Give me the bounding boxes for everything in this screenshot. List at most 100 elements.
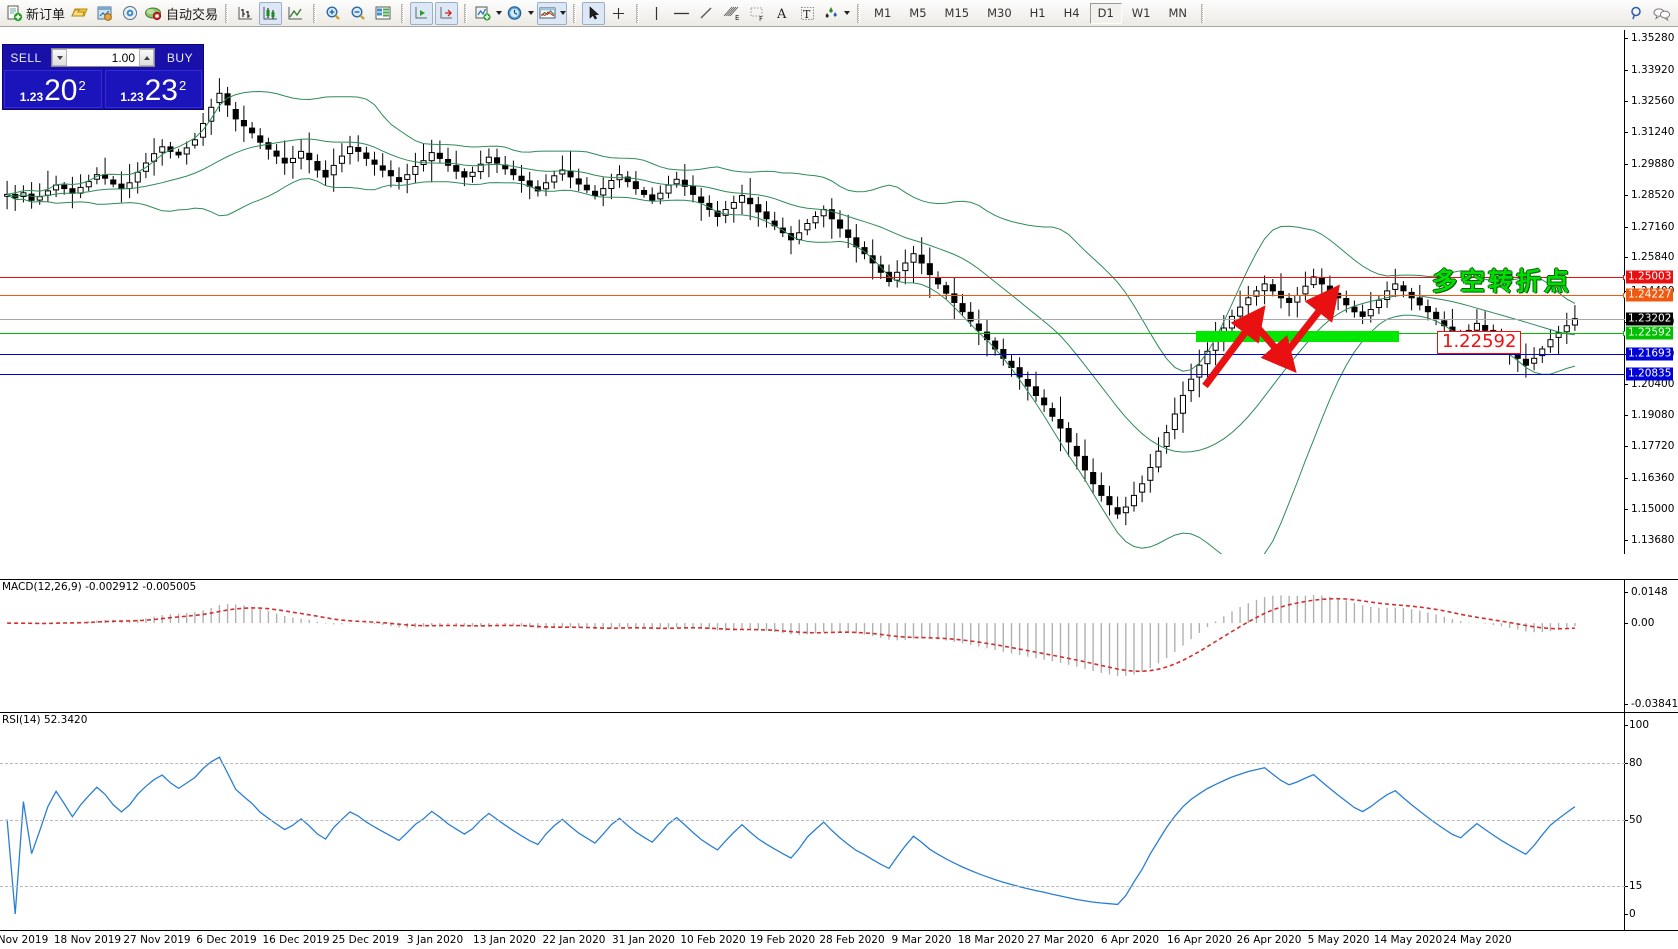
volume-decrement-button[interactable] — [52, 49, 67, 66]
trade-panel-top-row: SELL 1.00 BUY — [3, 45, 203, 70]
volume-value[interactable]: 1.00 — [67, 49, 139, 66]
price-tick: 1.33920 — [1625, 64, 1674, 76]
auto-scroll-button[interactable] — [410, 1, 434, 25]
autotrading-label: 自动交易 — [166, 7, 219, 23]
macd-axis[interactable]: 0.0148 0.00 -0.038415 — [1625, 580, 1678, 712]
price-axis[interactable]: 1.35280 1.33920 1.32560 1.31240 1.29880 1.285… — [1625, 30, 1678, 554]
price-pane: 1.35280 1.33920 1.32560 1.31240 1.29880 1.285… — [0, 30, 1678, 554]
timeframe-m30[interactable]: M30 — [987, 6, 1012, 20]
price-level-line[interactable] — [0, 353, 1625, 355]
price-tick: 1.35280 — [1625, 32, 1674, 44]
macd-tick: 0.0148 — [1625, 586, 1668, 598]
rsi-tick: 80 — [1625, 757, 1642, 769]
new-order-button[interactable]: 新订单 — [5, 2, 66, 25]
volume-stepper[interactable]: 1.00 — [51, 48, 155, 67]
tile-windows-button[interactable] — [372, 2, 395, 25]
timeframe-w1[interactable]: W1 — [1131, 6, 1151, 20]
autotrading-button[interactable]: 自动交易 — [143, 2, 219, 25]
text-label-button[interactable]: T — [796, 2, 819, 25]
search-button[interactable] — [1625, 2, 1648, 25]
rsi-tick: 100 — [1625, 719, 1649, 731]
templates-button[interactable] — [537, 1, 568, 25]
price-tick: 1.29880 — [1625, 158, 1674, 170]
price-level-tag: 1.25003 — [1626, 270, 1674, 284]
text-button[interactable]: A — [771, 2, 794, 25]
rsi-plot-area[interactable] — [0, 713, 1625, 930]
timeframe-h1[interactable]: H1 — [1029, 6, 1046, 20]
chart-shift-icon — [440, 6, 453, 18]
trendline-icon — [700, 7, 712, 18]
price-tick: 1.13680 — [1625, 534, 1674, 546]
chevron-down-icon[interactable] — [844, 11, 851, 15]
volume-increment-button[interactable] — [139, 49, 154, 66]
candlestick-chart-button[interactable] — [259, 1, 283, 25]
rsi-tick: 0 — [1625, 908, 1636, 920]
navigator-button[interactable] — [118, 2, 141, 25]
price-tick: 1.19080 — [1625, 409, 1674, 421]
macd-plot-area[interactable] — [0, 580, 1625, 712]
toolbar-separator — [1200, 3, 1204, 23]
data-window-button[interactable] — [93, 2, 116, 25]
trendline-button[interactable] — [695, 2, 718, 25]
channel-button[interactable]: F — [746, 2, 769, 25]
timeframe-h4[interactable]: H4 — [1063, 6, 1080, 20]
rsi-tick: 15 — [1625, 880, 1642, 892]
time-tick: 28 Feb 2020 — [819, 934, 885, 946]
chevron-down-icon[interactable] — [496, 11, 503, 15]
price-plot-area[interactable] — [0, 30, 1625, 554]
price-level-tag: 1.20835 — [1626, 367, 1674, 381]
periods-button[interactable] — [505, 2, 535, 25]
price-tick: 1.17720 — [1625, 440, 1674, 452]
buy-label: BUY — [166, 50, 194, 65]
zoom-in-button[interactable] — [322, 2, 345, 25]
sell-button[interactable]: 1.23 20 2 — [4, 70, 102, 108]
sell-price-main: 20 — [44, 74, 78, 107]
time-tick: 3 Jan 2020 — [406, 934, 464, 946]
price-tick: 1.16360 — [1625, 472, 1674, 484]
search-icon — [1631, 6, 1641, 19]
rsi-level-line — [0, 885, 1625, 887]
expert-advisors-button[interactable] — [68, 2, 91, 25]
timeframe-d1[interactable]: D1 — [1089, 2, 1122, 24]
zoom-in-icon — [326, 5, 340, 20]
price-level-line[interactable] — [0, 318, 1625, 320]
buy-button[interactable]: 1.23 23 2 — [104, 70, 202, 108]
timeframe-m1[interactable]: M1 — [874, 6, 892, 20]
cursor-button[interactable] — [582, 1, 606, 25]
chevron-down-icon[interactable] — [560, 11, 567, 15]
macd-pane: MACD(12,26,9) -0.002912 -0.005005 0.0148… — [0, 579, 1678, 712]
zoom-out-button[interactable] — [347, 2, 370, 25]
chevron-down-icon[interactable] — [528, 11, 535, 15]
chart-shift-button[interactable] — [435, 1, 459, 25]
timeframe-m15[interactable]: M15 — [944, 6, 970, 20]
indicators-button[interactable] — [473, 2, 503, 25]
fibonacci-button[interactable]: E — [720, 2, 744, 25]
timeframe-m5[interactable]: M5 — [909, 6, 927, 20]
clock-icon — [507, 5, 522, 20]
buy-price-main: 23 — [144, 74, 178, 107]
line-handle[interactable] — [1623, 330, 1625, 336]
rsi-axis[interactable]: 100 80 50 15 0 — [1625, 713, 1678, 930]
macd-indicator-label: MACD(12,26,9) -0.002912 -0.005005 — [2, 581, 197, 593]
svg-text:E: E — [735, 14, 739, 22]
price-level-line[interactable] — [0, 274, 1625, 280]
price-level-line[interactable] — [0, 373, 1625, 375]
timeframe-mn[interactable]: MN — [1168, 6, 1187, 20]
crosshair-button[interactable] — [607, 2, 630, 25]
shapes-icon — [825, 6, 838, 18]
rsi-indicator-label: RSI(14) 52.3420 — [2, 714, 88, 726]
turning-point-annotation: 多空转折点 — [1432, 267, 1573, 296]
time-tick: 16 Dec 2019 — [262, 934, 330, 946]
line-chart-button[interactable] — [284, 2, 307, 25]
price-level-line[interactable] — [0, 292, 1625, 298]
line-handle[interactable] — [1623, 274, 1625, 280]
horizontal-line-button[interactable] — [670, 2, 693, 25]
shapes-button[interactable] — [821, 2, 851, 25]
vertical-line-button[interactable] — [645, 2, 668, 25]
chat-button[interactable] — [1650, 2, 1673, 25]
time-tick: 18 Nov 2019 — [53, 934, 122, 946]
line-handle[interactable] — [1623, 292, 1625, 298]
macd-tick: 0.00 — [1625, 617, 1654, 629]
bar-chart-button[interactable] — [234, 2, 257, 25]
